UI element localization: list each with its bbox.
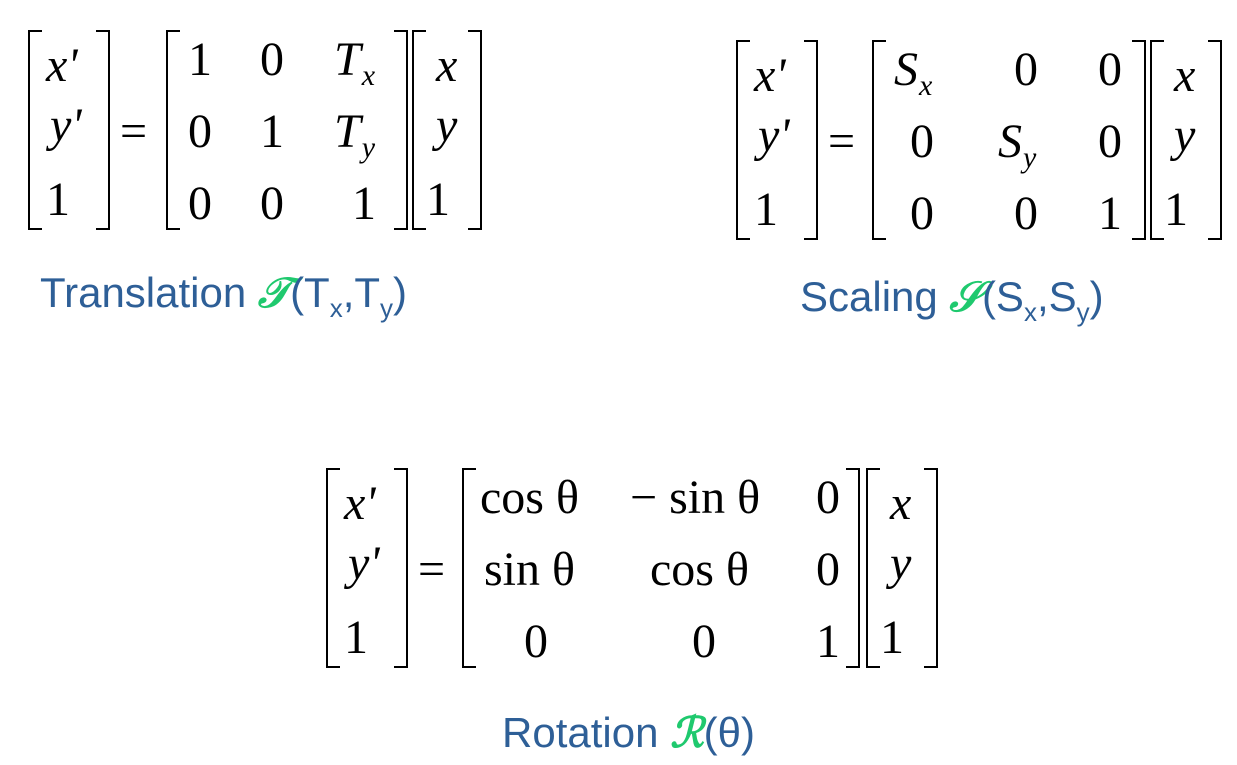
left-bracket bbox=[1150, 40, 1164, 240]
matrix-cell: 0 bbox=[1098, 43, 1122, 96]
translation-caption: Translation 𝒯(Tx,Ty) bbox=[40, 269, 408, 323]
matrix-cell: sin θ bbox=[484, 543, 576, 596]
vector-entry: x bbox=[1174, 49, 1196, 102]
left-bracket bbox=[412, 30, 426, 230]
vector-entry: y bbox=[436, 99, 458, 152]
input-vector: x y 1 bbox=[866, 468, 938, 668]
vector-entry: 1 bbox=[1164, 183, 1188, 236]
right-bracket bbox=[468, 30, 482, 230]
output-vector: x' y' 1 bbox=[736, 40, 818, 240]
vector-entry: 1 bbox=[754, 183, 778, 236]
matrix-cell: 0 bbox=[910, 115, 934, 168]
right-bracket bbox=[846, 468, 860, 668]
translation-equation: x' y' 1 = 1 0 Tx 0 1 Ty 0 0 1 x y 1 bbox=[28, 30, 488, 230]
left-bracket bbox=[866, 468, 880, 668]
vector-entry: x bbox=[890, 477, 912, 530]
vector-entry: 1 bbox=[344, 611, 368, 664]
vector-entry: x' bbox=[46, 39, 78, 92]
right-bracket bbox=[394, 30, 408, 230]
matrix-cell: 1 bbox=[1098, 187, 1122, 240]
vector-entry: 1 bbox=[46, 173, 70, 226]
left-bracket bbox=[326, 468, 340, 668]
right-bracket bbox=[1208, 40, 1222, 240]
equals-sign: = bbox=[828, 115, 856, 168]
matrix-cell: cos θ bbox=[480, 471, 579, 524]
equals-sign: = bbox=[120, 105, 148, 158]
matrix-cell: 0 bbox=[1098, 115, 1122, 168]
vector-entry: 1 bbox=[426, 173, 450, 226]
matrix-cell: − sin θ bbox=[630, 471, 761, 524]
vector-entry: y bbox=[890, 537, 912, 590]
equals-sign: = bbox=[418, 543, 446, 596]
scaling-symbol: 𝒮 bbox=[949, 275, 982, 321]
matrix-cell: 1 bbox=[352, 177, 376, 230]
matrix-cell: 1 bbox=[188, 33, 212, 86]
matrix-cell: 0 bbox=[188, 177, 212, 230]
matrix-cell: 1 bbox=[816, 615, 840, 668]
matrix-cell: Sx bbox=[894, 43, 933, 102]
matrix-cell: 0 bbox=[910, 187, 934, 240]
scaling-caption: Scaling 𝒮(Sx,Sy) bbox=[800, 273, 1104, 327]
rotation-caption: Rotation ℛ(θ) bbox=[502, 709, 755, 757]
input-vector: x y 1 bbox=[412, 30, 482, 230]
vector-entry: x bbox=[436, 39, 458, 92]
output-vector: x' y' 1 bbox=[326, 468, 408, 668]
matrix-cell: 0 bbox=[816, 471, 840, 524]
matrix-cell: Tx bbox=[334, 33, 376, 92]
rotation-matrix: cos θ − sin θ 0 sin θ cos θ 0 0 0 1 bbox=[462, 468, 860, 668]
output-vector: x' y' 1 bbox=[28, 30, 110, 230]
matrix-cell: 0 bbox=[1014, 43, 1038, 96]
matrix-cell: 0 bbox=[524, 615, 548, 668]
matrix-cell: 0 bbox=[188, 105, 212, 158]
matrix-cell: 1 bbox=[260, 105, 284, 158]
vector-entry: x' bbox=[344, 477, 376, 530]
vector-entry: y bbox=[1174, 109, 1196, 162]
right-bracket bbox=[924, 468, 938, 668]
left-bracket bbox=[462, 468, 476, 668]
input-vector: x y 1 bbox=[1150, 40, 1222, 240]
matrix-cell: 0 bbox=[1014, 187, 1038, 240]
matrix-cell: Sy bbox=[998, 115, 1037, 174]
right-bracket bbox=[1132, 40, 1146, 240]
left-bracket bbox=[166, 30, 180, 230]
vector-entry: y' bbox=[50, 99, 82, 152]
right-bracket bbox=[96, 30, 110, 230]
vector-entry: y' bbox=[758, 109, 790, 162]
left-bracket bbox=[872, 40, 886, 240]
translation-matrix: 1 0 Tx 0 1 Ty 0 0 1 bbox=[166, 30, 408, 230]
scaling-matrix: Sx 0 0 0 Sy 0 0 0 1 bbox=[872, 40, 1146, 240]
vector-entry: y' bbox=[348, 537, 380, 590]
right-bracket bbox=[394, 468, 408, 668]
vector-entry: 1 bbox=[880, 611, 904, 664]
matrix-cell: 0 bbox=[692, 615, 716, 668]
left-bracket bbox=[736, 40, 750, 240]
vector-entry: x' bbox=[754, 49, 786, 102]
right-bracket bbox=[804, 40, 818, 240]
matrix-cell: cos θ bbox=[650, 543, 749, 596]
translation-symbol: 𝒯 bbox=[257, 271, 291, 317]
left-bracket bbox=[28, 30, 42, 230]
matrix-cell: 0 bbox=[816, 543, 840, 596]
scaling-equation: x' y' 1 = Sx 0 0 0 Sy 0 0 0 1 x y 1 bbox=[736, 40, 1228, 240]
matrix-cell: 0 bbox=[260, 33, 284, 86]
rotation-symbol: ℛ bbox=[670, 711, 704, 757]
rotation-equation: x' y' 1 = cos θ − sin θ 0 sin θ cos θ 0 … bbox=[326, 468, 942, 668]
matrix-cell: Ty bbox=[334, 105, 376, 164]
matrix-cell: 0 bbox=[260, 177, 284, 230]
